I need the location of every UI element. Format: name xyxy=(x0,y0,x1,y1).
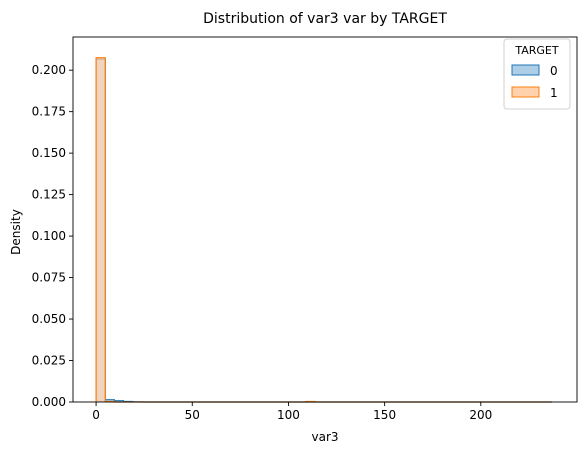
y-tick-label: 0.125 xyxy=(32,188,66,202)
x-tick-label: 100 xyxy=(277,408,300,422)
legend-title: TARGET xyxy=(514,44,559,57)
legend: TARGET 0 1 xyxy=(503,38,571,110)
series-1-outline xyxy=(95,57,552,403)
x-tick-label: 50 xyxy=(185,408,200,422)
x-tick-label: 200 xyxy=(469,408,492,422)
plot-frame xyxy=(72,36,578,403)
y-tick-label: 0.150 xyxy=(32,146,66,160)
x-axis-label: var3 xyxy=(311,430,338,444)
legend-swatch-0 xyxy=(511,64,540,76)
y-tick-label: 0.100 xyxy=(32,229,66,243)
legend-swatch-1 xyxy=(511,86,540,98)
y-tick-label: 0.175 xyxy=(32,105,66,119)
x-tick-label: 0 xyxy=(92,408,100,422)
series-layer xyxy=(95,57,552,403)
y-tick-label: 0.000 xyxy=(32,395,66,409)
series-0-outline xyxy=(95,58,552,403)
series-1-fill xyxy=(96,57,552,402)
y-tick-label: 0.200 xyxy=(32,63,66,77)
y-tick-label: 0.025 xyxy=(32,354,66,368)
y-tick-label: 0.050 xyxy=(32,312,66,326)
legend-label-1: 1 xyxy=(550,86,558,100)
y-tick-label: 0.075 xyxy=(32,271,66,285)
series-0-fill xyxy=(96,59,552,403)
x-tick-label: 150 xyxy=(373,408,396,422)
chart-title: Distribution of var3 var by TARGET xyxy=(203,11,447,27)
y-axis-label: Density xyxy=(9,209,23,255)
axes-layer: 0 50 100 150 200 0.000 0.025 0.050 0.075 0.100 0.1… xyxy=(32,36,578,422)
legend-label-0: 0 xyxy=(550,64,558,78)
